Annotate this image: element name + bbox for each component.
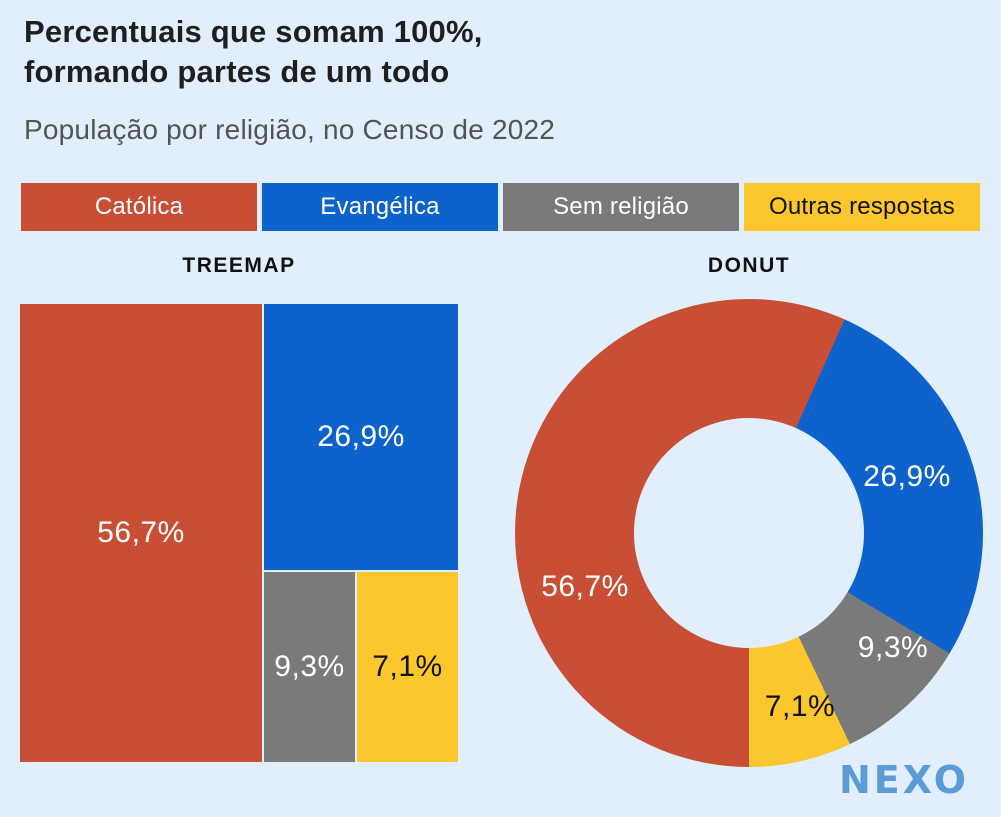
donut-value-sem-religiao: 9,3% <box>857 631 929 664</box>
treemap-value-outras-respostas: 7,1% <box>372 650 443 683</box>
legend-label-sem-religiao: Sem religião <box>553 193 689 220</box>
treemap-value-evangelica: 26,9% <box>317 420 405 453</box>
page-title-line2: formando partes de um todo <box>24 54 450 89</box>
legend-item-evangelica: Evangélica <box>262 183 498 231</box>
page-subtitle: População por religião, no Censo de 2022 <box>24 114 556 145</box>
treemap-value-catolica: 56,7% <box>97 516 185 549</box>
page-title-line1: Percentuais que somam 100%, <box>24 14 483 49</box>
treemap-cell-outras-respostas: 7,1% <box>357 572 458 762</box>
legend-label-catolica: Católica <box>94 193 184 220</box>
treemap-chart: 56,7% 26,9% 9,3% 7,1% <box>20 304 458 762</box>
treemap-cell-evangelica: 26,9% <box>264 304 458 570</box>
legend-item-outras-respostas: Outras respostas <box>744 183 980 231</box>
nexo-logo: NEXO <box>839 758 970 802</box>
legend-item-catolica: Católica <box>21 183 257 231</box>
header: Percentuais que somam 100%, formando par… <box>24 12 555 146</box>
legend-item-sem-religiao: Sem religião <box>503 183 739 231</box>
legend-label-evangelica: Evangélica <box>320 193 440 220</box>
treemap-cell-sem-religiao: 9,3% <box>264 572 355 762</box>
donut-value-outras-respostas: 7,1% <box>764 690 836 723</box>
treemap-value-sem-religiao: 9,3% <box>274 650 345 683</box>
treemap-section-title: TREEMAP <box>182 254 296 277</box>
donut-value-evangelica: 26,9% <box>863 460 951 493</box>
donut-chart: 56,7% 26,9% 9,3% 7,1% <box>515 299 983 767</box>
legend-label-outras-respostas: Outras respostas <box>769 193 955 220</box>
legend: Católica Evangélica Sem religião Outras … <box>21 183 980 231</box>
treemap-cell-catolica: 56,7% <box>20 304 262 762</box>
donut-value-catolica: 56,7% <box>541 570 629 603</box>
donut-section-title: DONUT <box>707 254 791 277</box>
donut-ring <box>515 299 983 767</box>
